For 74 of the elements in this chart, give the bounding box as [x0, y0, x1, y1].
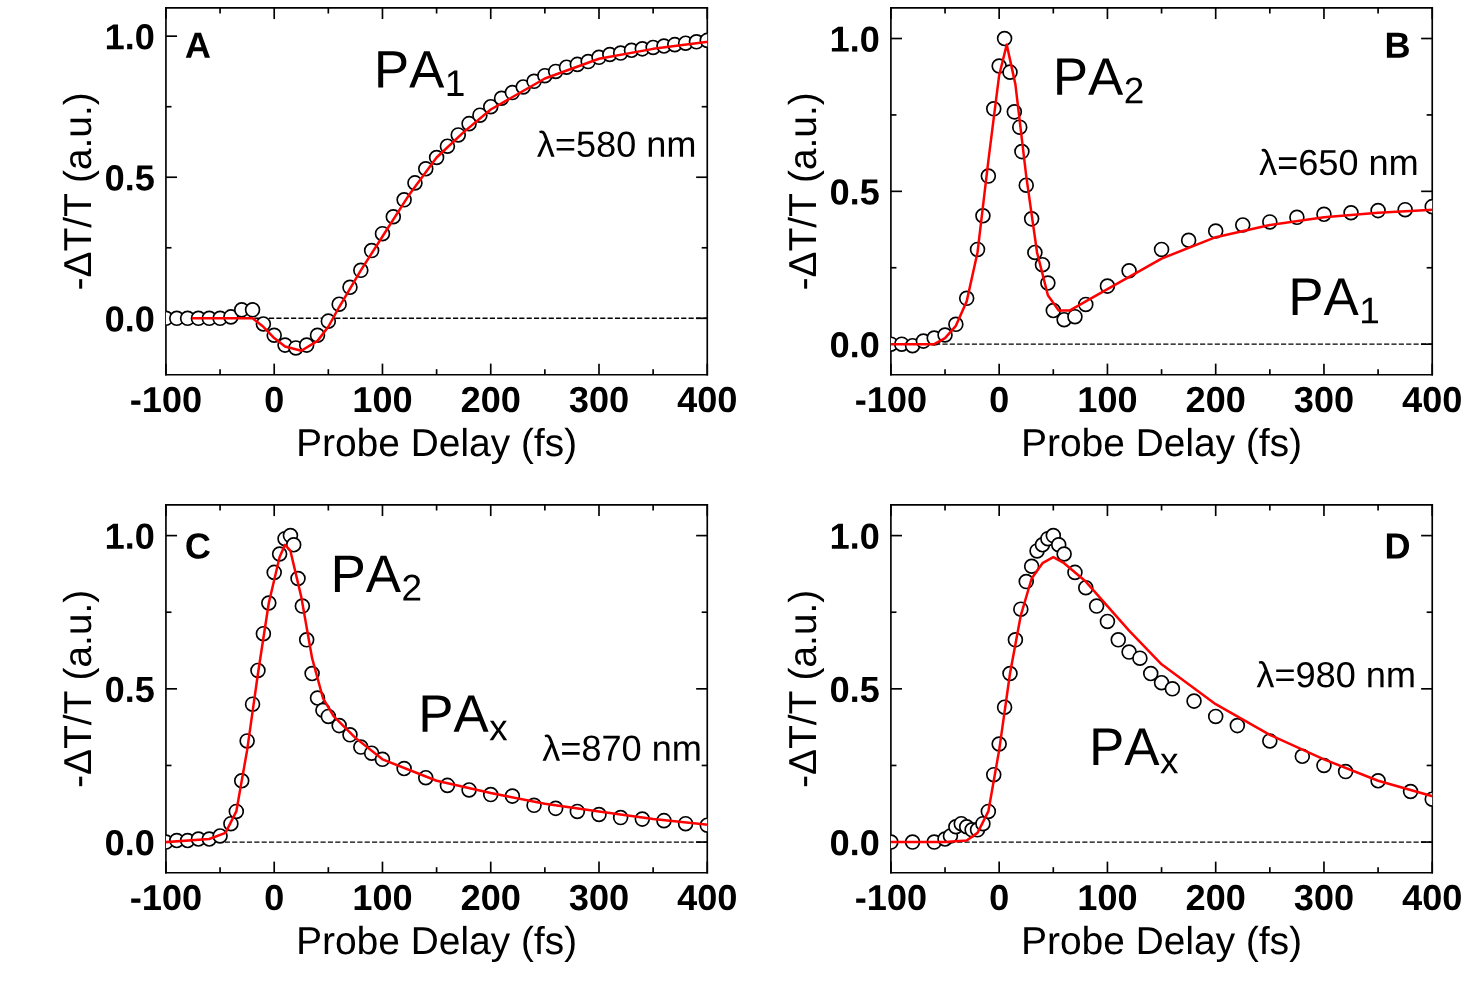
annotation: λ=650 nm	[1259, 148, 1417, 176]
y-tick-label: 0.5	[106, 676, 154, 703]
y-tick-label: 1.0	[831, 523, 879, 550]
y-tick-label: 1.0	[106, 24, 154, 50]
annotation: λ=870 nm	[542, 734, 700, 762]
y-tick-label: 0.0	[106, 306, 154, 332]
point	[1142, 665, 1159, 682]
x-tick-label: 200	[1186, 386, 1245, 413]
x-tick-label: 300	[1294, 884, 1353, 911]
annotation: PA$_{x}$	[1093, 728, 1179, 774]
point	[1180, 232, 1197, 249]
point	[1229, 717, 1246, 734]
y-tick-label: 0.0	[831, 332, 879, 358]
x-tick-label: -100	[856, 386, 926, 413]
y-axis-title: -ΔT/T (a.u.)	[787, 592, 825, 787]
y-tick-label: 0.0	[106, 829, 154, 856]
x-tick-label: 200	[461, 386, 520, 413]
point	[1056, 546, 1072, 562]
x-tick-label: 100	[1079, 884, 1137, 911]
x-axis-title: Probe Delay (fs)	[1024, 925, 1300, 963]
x-tick-label: 300	[569, 386, 628, 413]
x-tick-label: 300	[569, 884, 628, 911]
y-axis-title: -ΔT/T (a.u.)	[62, 94, 100, 289]
x-tick-label: 100	[1079, 386, 1137, 413]
point	[1207, 708, 1224, 725]
x-axis-title: Probe Delay (fs)	[1024, 427, 1300, 465]
y-tick-label: 0.5	[831, 676, 879, 703]
annotation: B	[1386, 32, 1409, 58]
x-tick-label: 200	[461, 884, 520, 911]
y-axis-title: -ΔT/T (a.u.)	[62, 592, 100, 787]
x-tick-label: 200	[1186, 884, 1245, 911]
x-tick-label: 100	[354, 386, 412, 413]
point	[244, 302, 261, 318]
x-tick-label: 400	[677, 884, 736, 911]
y-tick-label: 0.0	[831, 829, 879, 856]
annotation: PA$_{1}$	[378, 51, 464, 96]
point	[1132, 650, 1148, 666]
y-tick-label: 1.0	[831, 26, 879, 52]
x-tick-label: 0	[265, 884, 283, 911]
y-tick-label: 1.0	[106, 523, 154, 550]
point	[1164, 681, 1181, 697]
point	[1067, 308, 1083, 325]
x-axis-title: Probe Delay (fs)	[299, 427, 575, 465]
x-axis-title: Probe Delay (fs)	[299, 925, 575, 963]
y-tick-label: 0.5	[831, 179, 879, 205]
annotation: C	[186, 533, 210, 559]
x-tick-label: 300	[1294, 386, 1353, 413]
x-tick-label: 0	[265, 386, 283, 413]
annotation: D	[1386, 533, 1410, 559]
annotation: PA$_{2}$	[1057, 58, 1143, 104]
point	[1153, 241, 1170, 258]
annotation: PA$_{1}$	[1292, 278, 1378, 324]
annotation: A	[185, 32, 211, 58]
annotation: PA$_{x}$	[422, 695, 508, 741]
x-tick-label: 100	[354, 884, 412, 911]
point	[1023, 558, 1040, 575]
point	[1099, 613, 1116, 630]
x-tick-label: -100	[131, 884, 201, 911]
x-tick-label: 400	[677, 386, 736, 413]
annotation: λ=580 nm	[537, 130, 695, 158]
annotation: PA$_{2}$	[334, 555, 421, 601]
point	[1186, 693, 1202, 709]
y-tick-label: 0.5	[106, 165, 154, 191]
point	[996, 30, 1013, 47]
y-axis-title: -ΔT/T (a.u.)	[787, 94, 825, 289]
point	[1110, 632, 1127, 648]
x-tick-label: 400	[1402, 386, 1461, 413]
x-tick-label: -100	[131, 386, 201, 413]
x-tick-label: -100	[856, 884, 926, 911]
annotation: λ=980 nm	[1256, 660, 1414, 688]
x-tick-label: 0	[990, 884, 1008, 911]
x-tick-label: 400	[1402, 884, 1461, 911]
point	[1088, 598, 1105, 614]
x-tick-label: 0	[990, 386, 1008, 413]
